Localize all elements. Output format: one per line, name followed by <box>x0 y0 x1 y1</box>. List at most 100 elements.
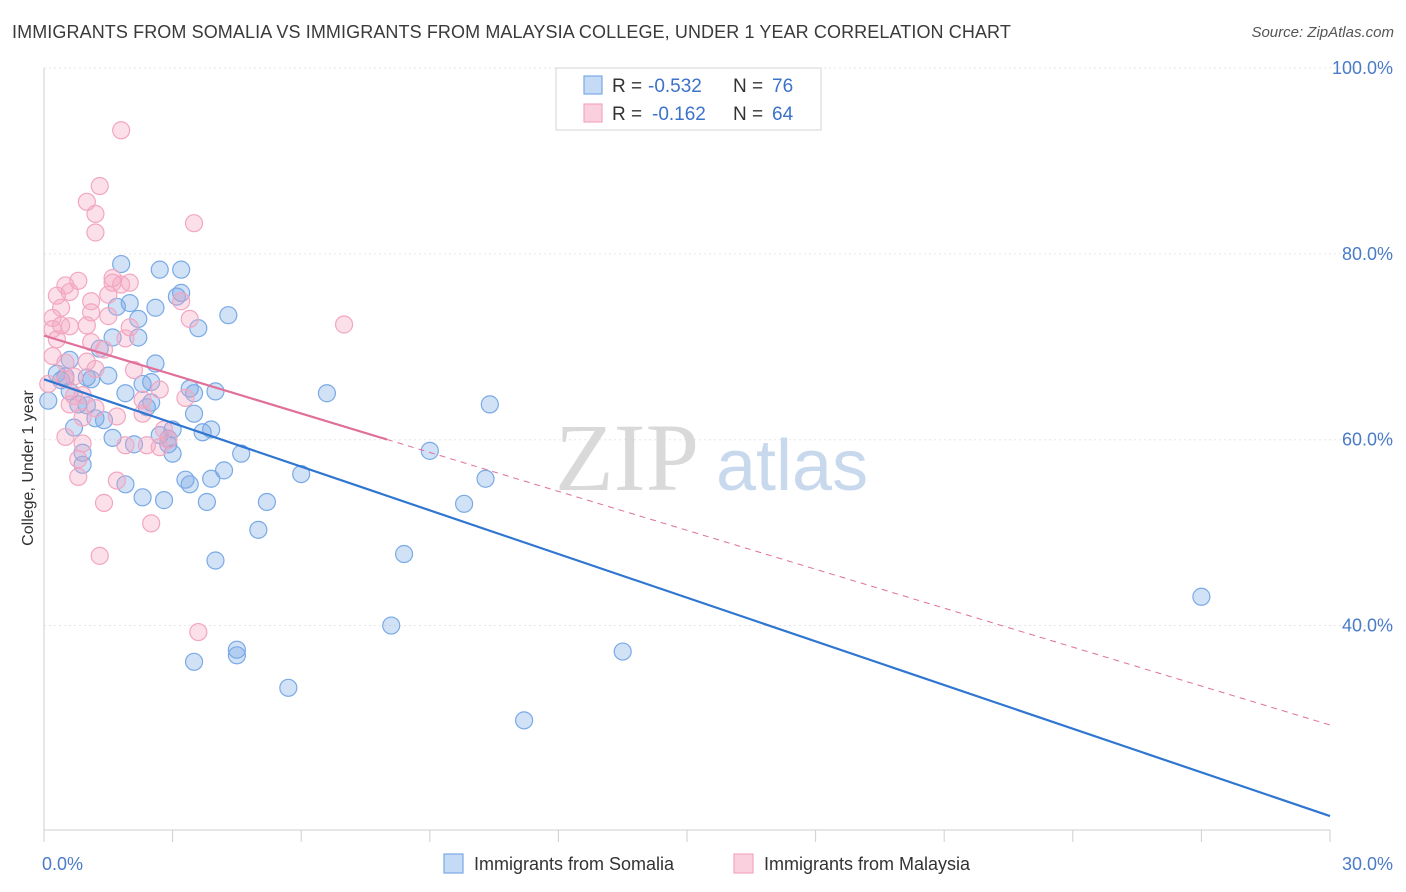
point-somalia <box>515 711 534 730</box>
chart-source: Source: ZipAtlas.com <box>1251 24 1394 41</box>
y-tick-label: 40.0% <box>1342 616 1393 636</box>
trend-lines <box>43 334 1331 818</box>
trend-line-malaysia <box>43 334 388 441</box>
bottom-legend-swatch-somalia <box>443 853 464 874</box>
point-malaysia <box>120 273 139 292</box>
point-malaysia <box>69 450 88 469</box>
legend-swatch-malaysia <box>583 103 603 123</box>
watermark-zip: ZIP <box>555 404 699 511</box>
point-somalia <box>39 391 58 410</box>
y-tick-label: 100.0% <box>1332 58 1393 78</box>
point-somalia <box>249 520 268 539</box>
point-malaysia <box>107 407 126 426</box>
point-malaysia <box>60 317 79 336</box>
point-malaysia <box>56 427 75 447</box>
point-malaysia <box>86 223 105 242</box>
point-malaysia <box>39 374 58 394</box>
point-somalia <box>257 492 277 512</box>
legend-n-label-malaysia: N = <box>733 104 763 125</box>
point-malaysia <box>116 436 135 455</box>
point-malaysia <box>189 622 208 642</box>
point-somalia <box>317 384 337 403</box>
legend-swatch-somalia <box>583 75 603 95</box>
point-malaysia <box>94 340 114 359</box>
x-tick-label: 0.0% <box>42 854 83 874</box>
point-malaysia <box>99 285 118 304</box>
bottom-legend-label-malaysia: Immigrants from Malaysia <box>764 854 971 874</box>
series-legend: Immigrants from Somalia Immigrants from … <box>443 853 971 874</box>
point-somalia <box>184 384 204 403</box>
point-malaysia <box>159 430 178 449</box>
point-somalia <box>279 678 298 697</box>
point-somalia <box>613 642 632 661</box>
point-malaysia <box>107 471 126 490</box>
legend-r-label-somalia: R = <box>612 76 642 97</box>
point-malaysia <box>69 271 88 290</box>
point-somalia <box>1192 587 1211 606</box>
point-malaysia <box>180 309 199 329</box>
bottom-legend-label-somalia: Immigrants from Somalia <box>474 854 675 874</box>
legend-r-value-somalia: -0.532 <box>648 76 702 97</box>
point-somalia <box>150 260 169 279</box>
point-malaysia <box>184 214 204 233</box>
point-malaysia <box>172 292 191 311</box>
point-somalia <box>227 646 246 665</box>
point-malaysia <box>176 388 195 407</box>
point-malaysia <box>124 360 144 380</box>
bottom-legend-swatch-malaysia <box>733 853 754 874</box>
point-malaysia <box>90 546 109 565</box>
point-somalia <box>146 298 165 317</box>
point-somalia <box>133 488 152 507</box>
point-somalia <box>476 469 495 488</box>
point-malaysia <box>73 408 92 427</box>
point-malaysia <box>69 467 88 486</box>
point-malaysia <box>82 303 101 322</box>
y-tick-label: 80.0% <box>1342 244 1393 264</box>
point-malaysia <box>86 204 105 223</box>
point-somalia <box>180 475 199 494</box>
point-malaysia <box>52 298 71 317</box>
point-malaysia <box>120 318 139 337</box>
point-malaysia <box>60 395 79 414</box>
legend-n-label-somalia: N = <box>733 76 763 97</box>
trend-line-somalia <box>43 378 1331 818</box>
point-malaysia <box>86 359 105 379</box>
point-somalia <box>382 616 401 635</box>
point-malaysia <box>142 514 161 533</box>
point-malaysia <box>86 399 105 418</box>
legend-n-value-malaysia: 64 <box>772 104 794 125</box>
point-somalia <box>184 404 204 423</box>
point-somalia <box>420 441 439 460</box>
watermark: ZIP atlas <box>555 404 868 511</box>
y-tick-label: 60.0% <box>1342 430 1393 450</box>
point-malaysia <box>94 493 114 512</box>
legend-r-value-malaysia: -0.162 <box>652 104 706 125</box>
legend-r-label-malaysia: R = <box>612 104 642 125</box>
point-somalia <box>172 260 191 279</box>
point-somalia <box>202 469 221 488</box>
point-malaysia <box>133 390 152 409</box>
point-malaysia <box>150 380 169 399</box>
point-malaysia <box>64 367 84 386</box>
gridlines <box>44 67 1392 627</box>
point-somalia <box>197 492 216 512</box>
point-somalia <box>154 491 174 510</box>
stats-legend: R = -0.532 N = 76 R = -0.162 N = 64 <box>555 67 822 131</box>
point-malaysia <box>73 434 92 453</box>
axes <box>43 68 1331 842</box>
tick-labels: 100.0% 80.0% 60.0% 40.0% 0.0% 30.0% <box>42 58 1393 874</box>
point-malaysia <box>116 329 135 348</box>
point-somalia <box>214 461 234 480</box>
point-malaysia <box>90 176 109 196</box>
point-somalia <box>206 551 225 570</box>
point-somalia <box>112 254 131 274</box>
point-somalia <box>120 294 139 313</box>
x-tick-label: 30.0% <box>1342 854 1393 874</box>
watermark-atlas: atlas <box>716 426 868 506</box>
legend-n-value-somalia: 76 <box>772 76 793 97</box>
point-somalia <box>184 652 204 671</box>
point-somalia <box>219 306 238 325</box>
point-somalia <box>454 494 474 513</box>
point-malaysia <box>99 307 118 326</box>
